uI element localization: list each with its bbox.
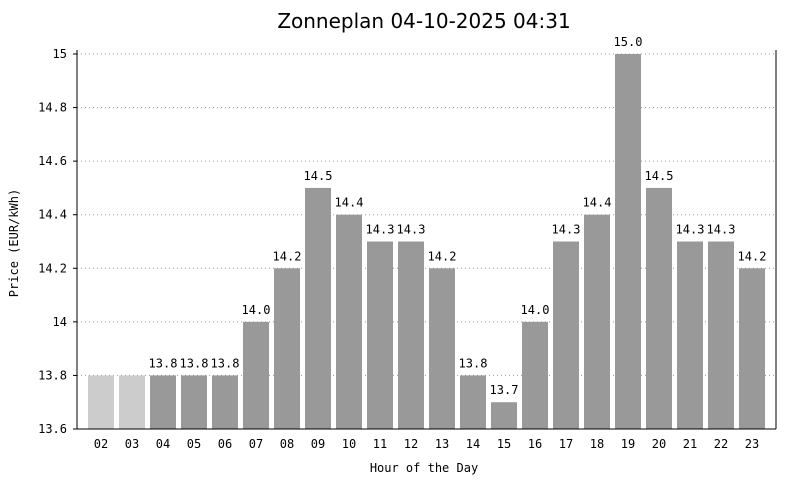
bar-05	[181, 375, 207, 429]
data-label: 14.4	[583, 196, 612, 210]
bar-22	[708, 241, 734, 429]
data-label: 13.8	[149, 356, 178, 370]
bar-11	[367, 241, 393, 429]
bar-12	[398, 241, 424, 429]
data-label: 13.7	[490, 383, 519, 397]
x-tick-label: 16	[528, 437, 542, 451]
x-tick-label: 12	[404, 437, 418, 451]
bar-06	[212, 375, 238, 429]
x-tick-label: 06	[218, 437, 232, 451]
data-label: 14.0	[242, 303, 271, 317]
x-tick-label: 17	[559, 437, 573, 451]
x-tick-label: 09	[311, 437, 325, 451]
x-tick-label: 11	[373, 437, 387, 451]
x-tick-label: 18	[590, 437, 604, 451]
data-label: 14.2	[738, 249, 767, 263]
bar-09	[305, 187, 331, 429]
data-label: 13.8	[180, 356, 209, 370]
x-tick-label: 05	[187, 437, 201, 451]
bar-18	[584, 214, 610, 429]
bar-07	[243, 321, 269, 429]
bars	[88, 54, 765, 429]
y-axis-label: Price (EUR/kWh)	[7, 189, 21, 297]
data-label: 15.0	[614, 35, 643, 49]
x-tick-label: 21	[683, 437, 697, 451]
data-label: 13.8	[211, 356, 240, 370]
data-label: 14.4	[335, 196, 364, 210]
bar-02	[88, 375, 114, 429]
bar-16	[522, 321, 548, 429]
data-label: 14.5	[304, 169, 333, 183]
x-axis-label: Hour of the Day	[370, 461, 478, 475]
bar-20	[646, 187, 672, 429]
y-tick-label: 14	[53, 315, 67, 329]
x-tick-label: 23	[745, 437, 759, 451]
data-label: 14.3	[707, 223, 736, 237]
y-tick-label: 14.6	[38, 154, 67, 168]
x-tick-label: 13	[435, 437, 449, 451]
data-label: 14.5	[645, 169, 674, 183]
bar-23	[739, 268, 765, 429]
bar-21	[677, 241, 703, 429]
x-tick-label: 14	[466, 437, 480, 451]
x-tick-label: 02	[94, 437, 108, 451]
x-tick-label: 19	[621, 437, 635, 451]
bar-08	[274, 268, 300, 429]
x-tick-label: 03	[125, 437, 139, 451]
axes: 13.6 13.8 14 14.2 14.4 14.6 14.8 15 02 03 04 05 06 07…	[38, 47, 777, 451]
bar-15	[491, 402, 517, 429]
x-tick-label: 22	[714, 437, 728, 451]
y-tick-label: 13.8	[38, 368, 67, 382]
x-tick-label: 07	[249, 437, 263, 451]
data-label: 14.2	[428, 249, 457, 263]
chart-title: Zonneplan 04-10-2025 04:31	[277, 9, 570, 33]
y-tick-label: 14.2	[38, 261, 67, 275]
bar-13	[429, 268, 455, 429]
bar-10	[336, 214, 362, 429]
data-label: 14.3	[676, 223, 705, 237]
data-label: 14.3	[552, 223, 581, 237]
bar-03	[119, 375, 145, 429]
bar-19	[615, 54, 641, 429]
data-label: 14.2	[273, 249, 302, 263]
bar-17	[553, 241, 579, 429]
data-label: 13.8	[459, 356, 488, 370]
x-tick-label: 15	[497, 437, 511, 451]
x-tick-label: 20	[652, 437, 666, 451]
x-tick-label: 04	[156, 437, 170, 451]
data-label: 14.0	[521, 303, 550, 317]
x-tick-label: 08	[280, 437, 294, 451]
data-label: 14.3	[366, 223, 395, 237]
bar-04	[150, 375, 176, 429]
x-tick-label: 10	[342, 437, 356, 451]
y-tick-label: 15	[53, 47, 67, 61]
y-tick-label: 13.6	[38, 422, 67, 436]
y-tick-label: 14.8	[38, 101, 67, 115]
data-labels: 13.8 13.8 13.814.014.214.514.414.3 14.314.2…	[149, 35, 767, 397]
y-tick-label: 14.4	[38, 208, 67, 222]
data-label: 14.3	[397, 223, 426, 237]
bar-14	[460, 375, 486, 429]
